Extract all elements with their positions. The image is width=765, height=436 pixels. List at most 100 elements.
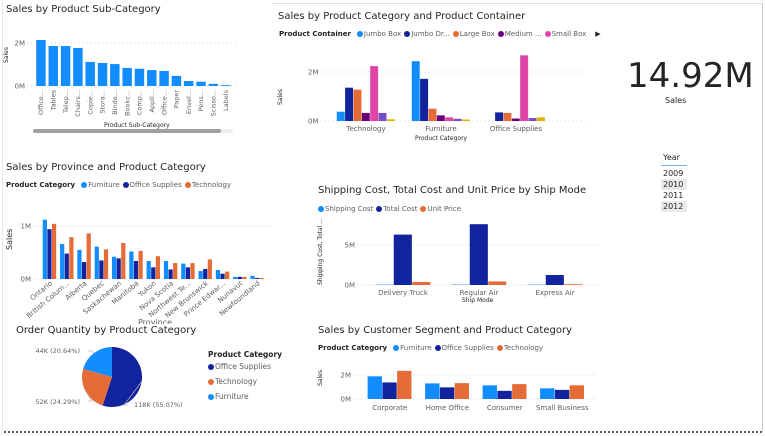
legend-item[interactable]: Large Box: [452, 30, 495, 38]
bar[interactable]: [69, 237, 74, 279]
bar[interactable]: [42, 219, 47, 279]
bar[interactable]: [412, 281, 431, 285]
bar[interactable]: [564, 284, 583, 285]
bar[interactable]: [64, 253, 69, 279]
bar[interactable]: [146, 260, 151, 279]
bar[interactable]: [97, 62, 108, 86]
legend-item[interactable]: Office Supplies: [434, 344, 494, 352]
legend-item[interactable]: Total Cost: [376, 205, 417, 213]
bar[interactable]: [242, 276, 247, 279]
legend-item[interactable]: Office Supplies: [122, 181, 182, 189]
bar[interactable]: [336, 111, 345, 121]
bar[interactable]: [386, 119, 395, 121]
bar[interactable]: [47, 229, 52, 279]
slicer-option-2009[interactable]: 2009: [663, 169, 684, 178]
bar[interactable]: [540, 388, 555, 399]
bar[interactable]: [436, 115, 445, 121]
bar[interactable]: [370, 66, 379, 121]
bar[interactable]: [208, 83, 219, 86]
bar[interactable]: [233, 276, 238, 279]
bar[interactable]: [361, 112, 370, 121]
bar[interactable]: [215, 269, 221, 279]
bar[interactable]: [378, 112, 387, 121]
bar[interactable]: [94, 246, 99, 279]
bar[interactable]: [397, 370, 412, 399]
bar[interactable]: [185, 267, 191, 279]
bar[interactable]: [134, 68, 145, 86]
bar[interactable]: [155, 256, 161, 279]
bar[interactable]: [503, 112, 512, 121]
bar[interactable]: [454, 383, 469, 399]
bar[interactable]: [151, 267, 156, 279]
legend-item[interactable]: Small Box: [544, 30, 586, 38]
bar[interactable]: [110, 64, 120, 86]
bar[interactable]: [220, 273, 225, 279]
legend-item[interactable]: Medium ...: [497, 30, 542, 38]
bar[interactable]: [453, 118, 462, 121]
bar[interactable]: [99, 260, 104, 279]
pie-slice[interactable]: [102, 347, 143, 407]
slicer-option-2011[interactable]: 2011: [663, 191, 684, 200]
bar[interactable]: [461, 119, 470, 121]
legend-item[interactable]: Technology: [184, 181, 231, 189]
bar[interactable]: [482, 385, 497, 399]
bar[interactable]: [60, 46, 71, 86]
bar[interactable]: [85, 61, 95, 86]
bar[interactable]: [445, 117, 454, 121]
bar[interactable]: [554, 389, 570, 399]
bar[interactable]: [196, 81, 206, 86]
scrollbar-thumb[interactable]: [33, 129, 221, 133]
bar[interactable]: [86, 233, 91, 279]
bar[interactable]: [138, 250, 143, 279]
legend-item[interactable]: Office Supplies: [208, 362, 271, 371]
bar[interactable]: [511, 118, 520, 121]
bar[interactable]: [121, 242, 126, 279]
bar[interactable]: [116, 258, 121, 279]
slicer-option-2012[interactable]: 2012: [661, 201, 687, 212]
bar[interactable]: [207, 259, 212, 279]
bar[interactable]: [133, 260, 139, 279]
bar[interactable]: [237, 276, 242, 279]
bar[interactable]: [103, 249, 109, 279]
bar[interactable]: [181, 263, 186, 279]
bar[interactable]: [77, 249, 82, 279]
bar[interactable]: [129, 251, 134, 279]
bar[interactable]: [159, 70, 169, 86]
bar[interactable]: [60, 244, 65, 279]
pie-slice[interactable]: [83, 347, 112, 377]
bar[interactable]: [569, 385, 584, 399]
legend-next-arrow-icon[interactable]: ▶: [595, 30, 601, 38]
legend-item[interactable]: Shipping Cost: [318, 205, 373, 213]
bar[interactable]: [173, 263, 178, 279]
bar[interactable]: [382, 382, 397, 399]
legend-item[interactable]: Jumbo Dr...: [404, 30, 450, 38]
bar[interactable]: [439, 387, 455, 399]
bar[interactable]: [420, 78, 429, 121]
bar[interactable]: [497, 390, 512, 399]
legend-item[interactable]: Furniture: [81, 181, 120, 189]
bar[interactable]: [171, 75, 182, 86]
bar[interactable]: [203, 268, 208, 279]
bar[interactable]: [81, 262, 87, 279]
bar[interactable]: [536, 117, 545, 121]
pie-slice[interactable]: [82, 368, 112, 406]
bar[interactable]: [512, 384, 527, 399]
bar[interactable]: [147, 70, 157, 86]
bar[interactable]: [367, 376, 382, 399]
legend-item[interactable]: Furniture: [208, 392, 249, 401]
bar[interactable]: [168, 269, 173, 279]
bar[interactable]: [259, 277, 264, 279]
legend-item[interactable]: Technology: [496, 344, 543, 352]
legend-item[interactable]: Furniture: [393, 344, 432, 352]
bar[interactable]: [198, 271, 203, 279]
bar[interactable]: [353, 89, 362, 121]
bar[interactable]: [469, 224, 488, 285]
bar[interactable]: [73, 47, 83, 86]
bar[interactable]: [250, 275, 255, 279]
bar[interactable]: [163, 260, 169, 279]
bar[interactable]: [545, 275, 564, 285]
bar[interactable]: [428, 108, 437, 121]
bar[interactable]: [528, 118, 537, 121]
legend-item[interactable]: Jumbo Box: [356, 30, 401, 38]
bar[interactable]: [190, 263, 195, 279]
